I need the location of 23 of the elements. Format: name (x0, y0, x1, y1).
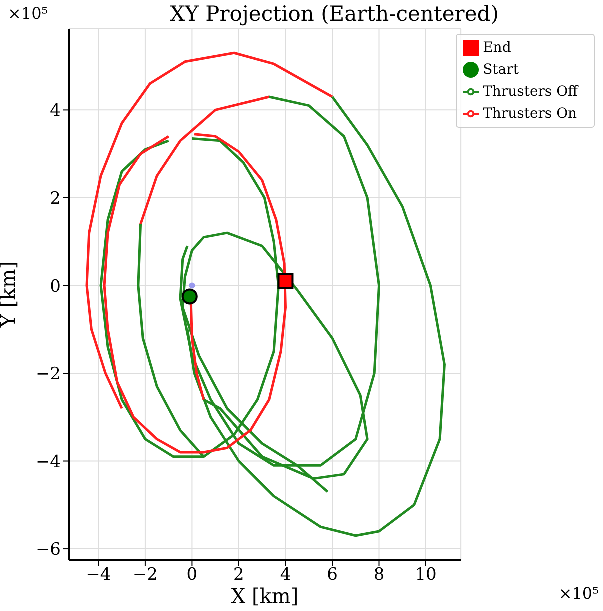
chart-title: XY Projection (Earth-centered) (169, 2, 500, 26)
x-tick-label: −2 (132, 565, 158, 586)
x-tick-label: 2 (234, 565, 244, 586)
legend-label: End (483, 40, 512, 56)
x-tick-label: 0 (186, 565, 198, 586)
text: ×10⁵ (558, 584, 599, 603)
y-axis-title: Y [km] (0, 261, 20, 329)
y-tick-label: −2 (36, 364, 61, 385)
x-tick-label: 4 (280, 565, 292, 586)
text: ×10⁵ (8, 4, 48, 23)
x-axis-title: X [km] (231, 584, 299, 608)
legend-label: Start (483, 62, 519, 78)
x-tick-label: −4 (86, 565, 112, 586)
y-tick-label: 4 (50, 101, 61, 122)
y-tick-label: −6 (36, 540, 61, 560)
y-tick-label: −4 (36, 452, 61, 472)
x-tick-label: 6 (327, 565, 338, 586)
x-tick-label: 10 (415, 565, 437, 586)
x-tick-label: 8 (374, 565, 385, 586)
legend-label: Thrusters On (483, 106, 578, 122)
y-tick-label: 0 (50, 276, 61, 297)
legend-label: Thrusters Off (483, 84, 578, 100)
y-tick-label: 2 (50, 188, 61, 209)
